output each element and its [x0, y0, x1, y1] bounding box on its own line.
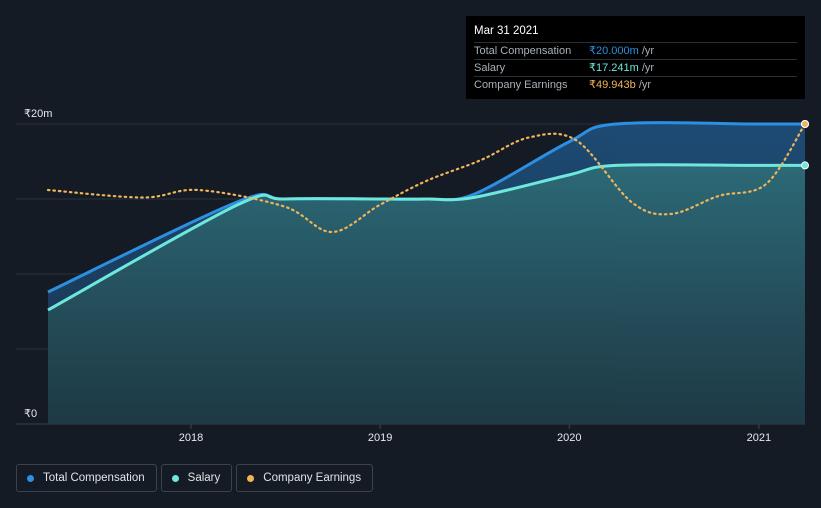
salary-line	[47, 163, 805, 312]
legend-dot-icon	[27, 474, 34, 482]
tooltip-unit: /yr	[638, 45, 655, 57]
tooltip-row-earnings: Company Earnings ₹49.943b /yr	[474, 76, 797, 93]
tooltip-value: ₹17.241m /yr	[589, 60, 654, 76]
legend-dot-icon	[171, 474, 179, 482]
tooltip-label: Company Earnings	[474, 79, 568, 91]
legend-item-total-compensation[interactable]: Total Compensation	[16, 464, 157, 492]
tooltip-row-salary: Salary ₹17.241m /yr	[474, 59, 797, 76]
legend-label: Salary	[187, 472, 221, 484]
tooltip-value-total: ₹20.000m	[589, 45, 639, 57]
tooltip-unit: /yr	[635, 79, 652, 91]
legend-label: Company Earnings	[263, 472, 362, 484]
tooltip-label: Total Compensation	[474, 45, 572, 57]
y-tick-label: ₹20m	[24, 108, 52, 120]
x-tick-label: 2021	[747, 432, 771, 444]
tooltip: Mar 31 2021 Total Compensation ₹20.000m …	[466, 16, 805, 99]
tooltip-value-salary: ₹17.241m	[589, 62, 639, 74]
legend-item-company-earnings[interactable]: Company Earnings	[236, 464, 374, 492]
x-tick-label: 2018	[179, 432, 203, 444]
tooltip-row-total: Total Compensation ₹20.000m /yr	[474, 42, 797, 59]
tooltip-unit: /yr	[638, 62, 655, 74]
company-earnings-line	[46, 122, 807, 234]
x-tick-label: 2019	[368, 432, 392, 444]
tooltip-label: Salary	[474, 62, 506, 74]
salary-end-point	[801, 161, 809, 170]
tooltip-value: ₹20.000m /yr	[589, 43, 654, 59]
x-tick-label: 2020	[557, 432, 581, 444]
y-tick-label: ₹0	[24, 408, 37, 420]
legend-dot-icon	[247, 474, 255, 482]
tooltip-date: Mar 31 2021	[474, 25, 539, 37]
tooltip-value-earnings: ₹49.943b	[589, 79, 636, 91]
salary-area	[48, 164, 805, 424]
legend-label: Total Compensation	[43, 472, 145, 484]
company-earnings-end-point	[801, 120, 809, 128]
legend: Total Compensation Salary Company Earnin…	[16, 464, 377, 492]
tooltip-value: ₹49.943b /yr	[589, 77, 651, 93]
legend-item-salary[interactable]: Salary	[160, 464, 233, 492]
